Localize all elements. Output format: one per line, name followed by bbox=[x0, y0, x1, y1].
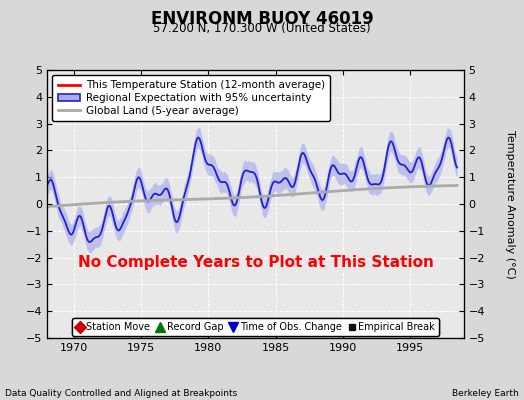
Text: Berkeley Earth: Berkeley Earth bbox=[452, 389, 519, 398]
Text: 57.200 N, 170.300 W (United States): 57.200 N, 170.300 W (United States) bbox=[153, 22, 371, 35]
Text: No Complete Years to Plot at This Station: No Complete Years to Plot at This Statio… bbox=[78, 256, 433, 270]
Y-axis label: Temperature Anomaly (°C): Temperature Anomaly (°C) bbox=[505, 130, 515, 278]
Legend: Station Move, Record Gap, Time of Obs. Change, Empirical Break: Station Move, Record Gap, Time of Obs. C… bbox=[72, 318, 439, 336]
Text: ENVIRONM BUOY 46019: ENVIRONM BUOY 46019 bbox=[150, 10, 374, 28]
Text: Data Quality Controlled and Aligned at Breakpoints: Data Quality Controlled and Aligned at B… bbox=[5, 389, 237, 398]
